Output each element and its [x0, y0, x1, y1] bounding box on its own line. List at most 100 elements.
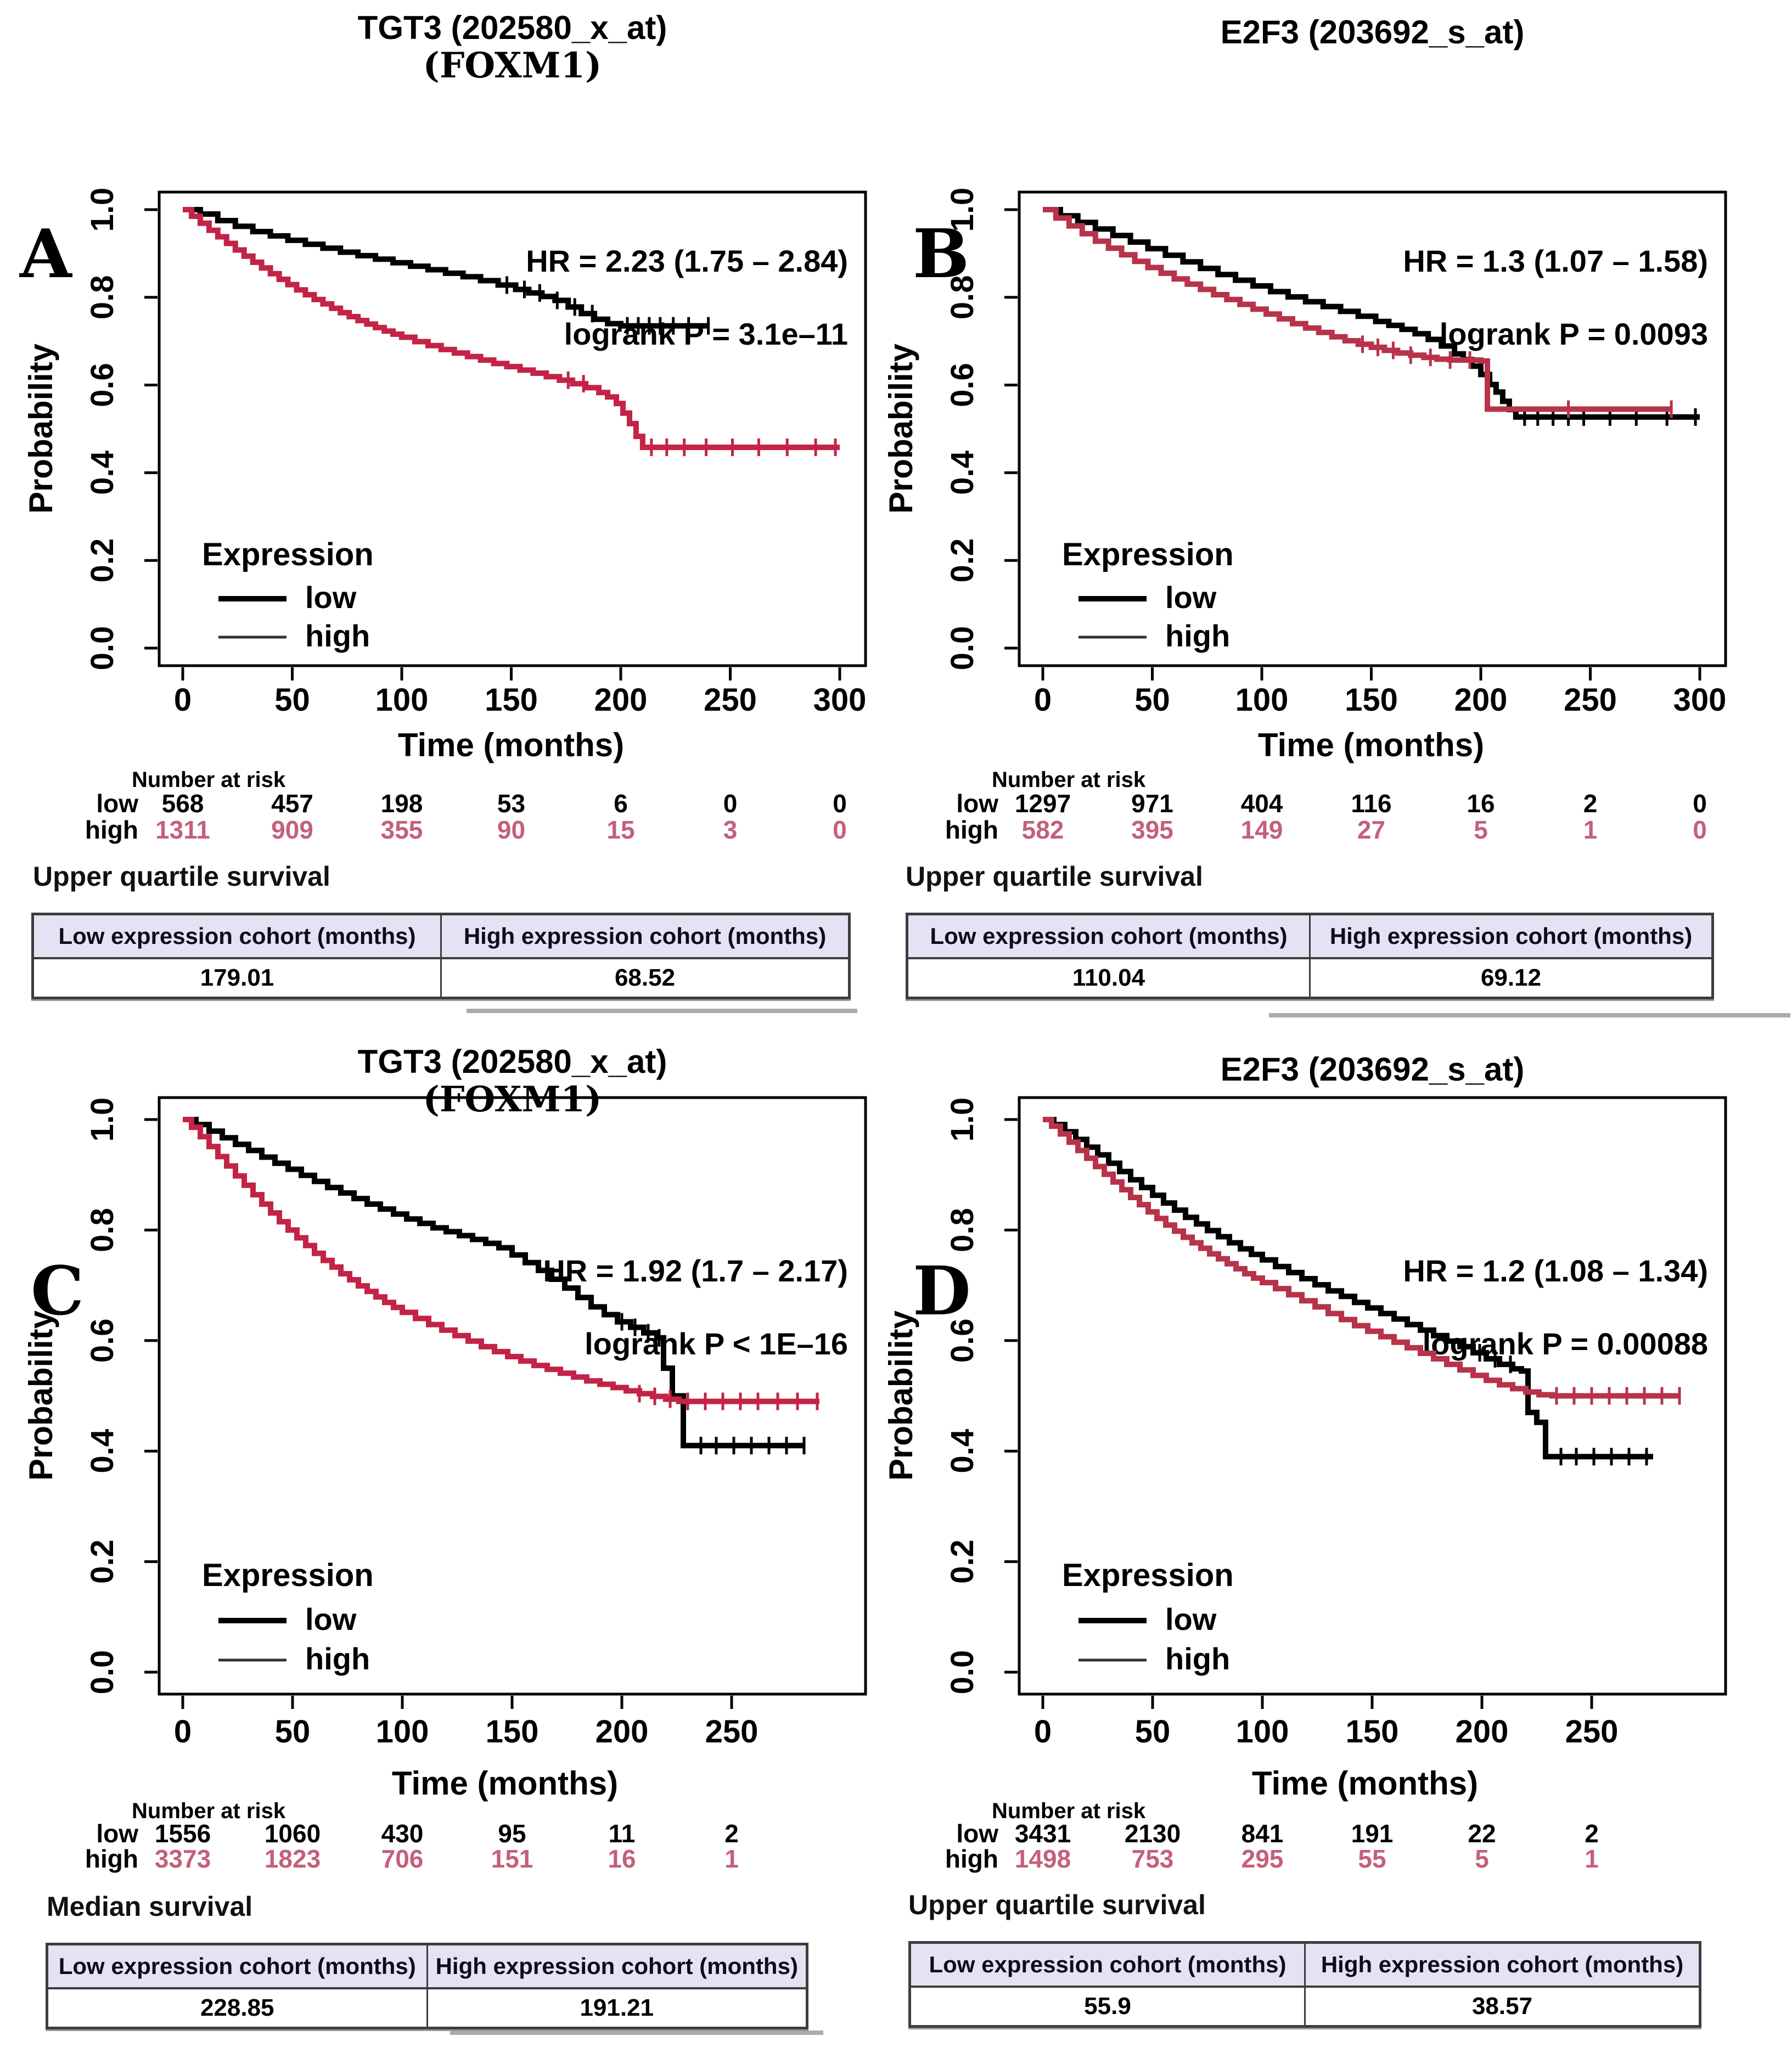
- x-tick-label: 250: [705, 1714, 759, 1750]
- risk-count-low: 11: [609, 1819, 636, 1848]
- risk-header: Number at risk: [992, 768, 1146, 792]
- km-plot-a: A Probability HR = 2.23 (1.75 – 2.84) lo…: [19, 188, 867, 844]
- section-title: Upper quartile survival: [33, 861, 330, 892]
- x-tick-label: 50: [275, 1714, 311, 1750]
- legend-high-label: high: [1165, 618, 1230, 653]
- x-tick-label: 0: [1034, 1714, 1052, 1750]
- km-plot-d: D Probability HR = 1.2 (1.08 – 1.34) log…: [883, 1096, 1727, 1873]
- risk-count-low: 0: [1693, 789, 1707, 818]
- y-axis-label: Probability: [23, 1310, 59, 1481]
- x-axis-label: Time (months): [1258, 727, 1484, 763]
- section-title: Median survival: [47, 1891, 253, 1922]
- risk-count-low: 1297: [1015, 789, 1071, 818]
- risk-count-high: 1: [724, 1844, 739, 1873]
- risk-count-high: 3373: [155, 1844, 211, 1873]
- hr-annotation: HR = 2.23 (1.75 – 2.84): [526, 244, 848, 278]
- section-title: Upper quartile survival: [906, 861, 1203, 892]
- risk-count-low: 198: [381, 789, 423, 818]
- risk-count-high: 5: [1474, 816, 1488, 844]
- risk-count-low: 841: [1242, 1819, 1284, 1848]
- panel-title: E2F3 (203692_s_at): [1220, 1051, 1525, 1088]
- logrank-annotation: logrank P = 0.00088: [1423, 1326, 1708, 1361]
- risk-count-low: 95: [498, 1819, 526, 1848]
- y-tick-label: 0.0: [945, 626, 980, 671]
- plot-layer: 0 50 100 150 200 250 0.0 0.2 0.4 0.6 0.8 1.0 3431 213…: [945, 1096, 1727, 1873]
- y-tick-label: 1.0: [85, 188, 120, 232]
- risk-count-low: 2: [1583, 789, 1598, 818]
- risk-count-low: 6: [614, 789, 628, 818]
- logrank-annotation: logrank P < 1E–16: [585, 1326, 848, 1361]
- risk-count-high: 1498: [1015, 1844, 1071, 1873]
- x-tick-label: 200: [1454, 682, 1508, 718]
- hr-annotation: HR = 1.3 (1.07 – 1.58): [1403, 244, 1708, 278]
- risk-count-low: 971: [1131, 789, 1173, 818]
- risk-header: Number at risk: [132, 1799, 286, 1823]
- risk-label-low: low: [956, 789, 998, 818]
- risk-count-low: 1060: [265, 1819, 321, 1848]
- table-header-high: High expression cohort (months): [1305, 1942, 1700, 1988]
- km-curve-high: [1043, 1117, 1679, 1399]
- y-axis-label: Probability: [23, 343, 59, 514]
- legend-low-label: low: [1165, 1602, 1217, 1636]
- y-tick-label: 0.0: [85, 626, 120, 671]
- survival-table: Low expression cohort (months) High expr…: [906, 913, 1714, 999]
- km-plot-b: B Probability HR = 1.3 (1.07 – 1.58) log…: [883, 188, 1727, 844]
- legend-title: Expression: [1062, 1557, 1234, 1593]
- risk-count-high: 149: [1241, 816, 1283, 844]
- x-tick-label: 300: [813, 682, 867, 718]
- legend-low-label: low: [305, 580, 357, 615]
- table-value-low: 55.9: [909, 1987, 1306, 2027]
- panel-letter: A: [19, 214, 73, 293]
- table-header-low: Low expression cohort (months): [47, 1944, 428, 1989]
- panel-subtitle: (FOXM1): [423, 1079, 602, 1120]
- y-tick-label: 0.4: [945, 1429, 980, 1474]
- x-tick-label: 50: [1135, 1714, 1171, 1750]
- panel-d: E2F3 (203692_s_at) D Probability HR = 1.…: [860, 1032, 1792, 2064]
- risk-header: Number at risk: [992, 1799, 1146, 1823]
- y-tick-label: 0.4: [945, 451, 980, 495]
- risk-count-high: 909: [271, 816, 313, 844]
- risk-count-high: 55: [1358, 1844, 1386, 1873]
- risk-count-low: 404: [1241, 789, 1283, 818]
- table-header-low: Low expression cohort (months): [32, 914, 442, 959]
- risk-count-high: 1: [1583, 816, 1598, 844]
- x-tick-label: 100: [1235, 682, 1289, 718]
- logrank-annotation: logrank P = 0.0093: [1440, 317, 1708, 351]
- x-tick-label: 50: [274, 682, 310, 718]
- y-tick-label: 1.0: [945, 188, 980, 232]
- y-tick-label: 0.8: [945, 275, 980, 319]
- table-value-high: 191.21: [580, 1994, 654, 2021]
- survival-table: Low expression cohort (months) High expr…: [31, 913, 851, 999]
- section-title: Upper quartile survival: [908, 1889, 1206, 1920]
- risk-label-high: high: [85, 1844, 138, 1873]
- x-tick-label: 300: [1673, 682, 1727, 718]
- x-tick-label: 100: [1236, 1714, 1289, 1750]
- risk-count-high: 1311: [155, 816, 210, 844]
- risk-label-low: low: [956, 1819, 998, 1848]
- plot-layer: 0 50 100 150 200 250 3000.00.20.40.60.81.01297…: [945, 188, 1727, 844]
- km-curve-low: [1043, 1117, 1653, 1460]
- risk-label-low: low: [96, 789, 138, 818]
- x-tick-label: 200: [596, 1714, 649, 1750]
- artifact-line: [467, 1009, 857, 1013]
- risk-count-low: 430: [381, 1819, 424, 1848]
- risk-count-high: 582: [1022, 816, 1064, 844]
- panel-title: E2F3 (203692_s_at): [1220, 14, 1525, 50]
- y-tick-label: 0.8: [945, 1208, 980, 1252]
- y-tick-label: 0.6: [85, 1318, 120, 1363]
- y-tick-label: 0.0: [945, 1650, 980, 1695]
- y-tick-label: 0.4: [85, 1429, 120, 1474]
- panel-title: TGT3 (202580_x_at): [357, 1043, 667, 1080]
- km-curve-low: [1043, 207, 1700, 420]
- x-tick-label: 50: [1134, 682, 1170, 718]
- risk-count-low: 16: [1467, 789, 1495, 818]
- table-header-high: High expression cohort (months): [427, 1944, 807, 1989]
- x-tick-label: 0: [1034, 682, 1052, 718]
- x-tick-label: 250: [1565, 1714, 1619, 1750]
- y-tick-label: 0.4: [85, 451, 120, 495]
- y-tick-label: 1.0: [945, 1098, 980, 1142]
- risk-count-low: 0: [833, 789, 847, 818]
- x-tick-label: 150: [1345, 682, 1398, 718]
- x-axis-label: Time (months): [392, 1765, 618, 1802]
